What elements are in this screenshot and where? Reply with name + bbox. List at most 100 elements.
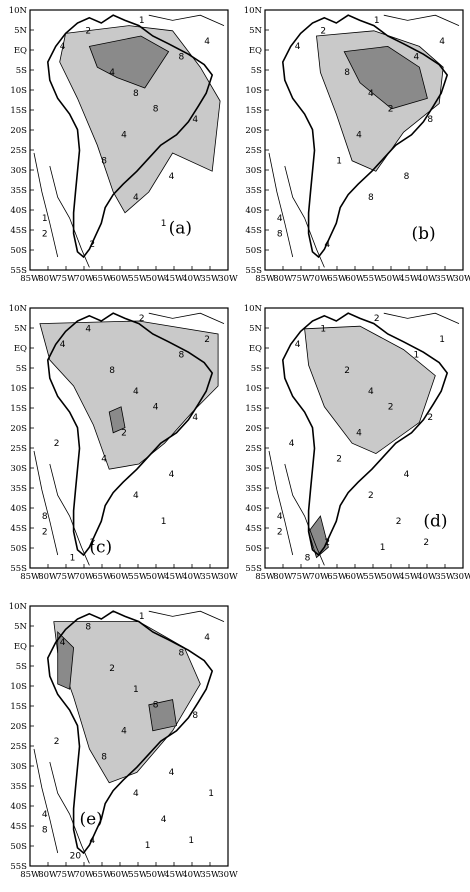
lon-tick-label: 75W <box>56 274 76 284</box>
contour-label: 2 <box>423 538 429 548</box>
contour-label: 4 <box>439 37 445 47</box>
lat-tick-label: 25S <box>245 444 262 454</box>
lon-tick-label: 65W <box>92 572 112 582</box>
contour-label: 8 <box>153 701 159 711</box>
lat-tick-label: 30S <box>245 166 262 176</box>
lat-tick-label: 30S <box>10 762 27 772</box>
shaded-region-dark <box>88 35 170 89</box>
contour-label: 4 <box>153 403 159 413</box>
contour-label: 8 <box>404 172 410 182</box>
lat-tick-label: 25S <box>10 444 27 454</box>
shaded-region-dark <box>108 406 126 434</box>
contour-label: 1 <box>133 685 139 695</box>
lon-tick-label: 80W <box>273 572 293 582</box>
lon-tick-label: 75W <box>56 870 76 880</box>
lon-tick-label: 65W <box>92 274 112 284</box>
contour-label: 2 <box>42 229 48 239</box>
contour-label: 4 <box>133 193 139 203</box>
contour-label: 8 <box>179 351 185 361</box>
contour-label: 8 <box>133 89 139 99</box>
lat-tick-label: 10S <box>10 682 27 692</box>
contour-label: 4 <box>161 815 167 825</box>
coastline <box>281 312 449 557</box>
contour-label: 2 <box>89 240 95 250</box>
lat-tick-label: 35S <box>245 186 262 196</box>
contour-label: 1 <box>374 16 380 26</box>
lon-tick-label: 80W <box>38 572 58 582</box>
lon-tick-label: 85W <box>20 870 40 880</box>
lon-tick-label: 45W <box>164 274 184 284</box>
lat-tick-label: 55S <box>10 564 27 574</box>
contour-label: 2 <box>344 366 350 376</box>
contour-label: 8 <box>368 193 374 203</box>
contour-label: 4 <box>42 810 48 820</box>
lon-tick-label: 55W <box>128 274 148 284</box>
lon-tick-label: 70W <box>74 274 94 284</box>
lon-tick-label: 40W <box>182 572 202 582</box>
lat-tick-label: 15S <box>10 702 27 712</box>
lon-tick-label: 30W <box>218 870 238 880</box>
lat-tick-label: 35S <box>10 186 27 196</box>
lat-tick-label: EQ <box>14 642 27 652</box>
lon-tick-label: 50W <box>381 572 401 582</box>
lon-tick-label: 50W <box>146 274 166 284</box>
contour-label: 4 <box>277 512 283 522</box>
lon-tick-label: 60W <box>110 274 130 284</box>
lon-tick-label: 85W <box>20 572 40 582</box>
lon-tick-label: 55W <box>363 274 383 284</box>
contour-label: 1 <box>380 543 386 553</box>
contour-label: 20 <box>70 851 82 861</box>
lat-tick-label: 10S <box>245 86 262 96</box>
contour-line <box>148 610 225 622</box>
contour-label: 4 <box>60 638 66 648</box>
contour-label: 8 <box>179 53 185 63</box>
contour-label: 1 <box>161 517 167 527</box>
contour-line <box>148 312 225 324</box>
lat-tick-label: 10N <box>244 6 263 16</box>
lat-tick-label: 10S <box>245 384 262 394</box>
contour-label: 2 <box>54 737 60 747</box>
shaded-region-light <box>304 325 436 455</box>
lat-tick-label: 55S <box>245 266 262 276</box>
contour-label: 4 <box>101 455 107 465</box>
lon-tick-label: 55W <box>128 572 148 582</box>
contour-label: 1 <box>145 841 151 851</box>
contour-label: 8 <box>101 753 107 763</box>
contour-label: 2 <box>427 413 433 423</box>
contour-label: 2 <box>139 314 145 324</box>
lat-tick-label: EQ <box>249 344 262 354</box>
panel-letter: (a) <box>169 219 192 239</box>
lat-tick-label: 15S <box>245 106 262 116</box>
lon-tick-label: 35W <box>200 274 220 284</box>
lon-tick-label: 45W <box>399 572 419 582</box>
contour-label: 2 <box>277 527 283 537</box>
map-panel-a: 1 2 4 4 8 8 8 4 4 4 1 2 2 4 8 4 1 (a) 10N 5N EQ 5S 10S 15S 20S 25… <box>0 0 238 298</box>
map-svg-b: 1 2 4 8 4 2 4 8 8 8 4 8 4 4 1 4 (b) 10N 5N EQ 5S 10S 15S 20S 25S… <box>244 6 470 284</box>
lon-tick-label: 70W <box>74 572 94 582</box>
contour-label: 8 <box>101 157 107 167</box>
lat-tick-label: 10N <box>9 602 28 612</box>
lat-tick-label: 50S <box>245 246 262 256</box>
contour-label: 4 <box>295 340 301 350</box>
contour-label: 4 <box>133 491 139 501</box>
contour-line <box>268 450 294 556</box>
lat-tick-label: 40S <box>10 802 27 812</box>
contour-label: 8 <box>277 229 283 239</box>
lon-tick-label: 85W <box>20 274 40 284</box>
lat-tick-label: 5S <box>16 66 27 76</box>
contour-line <box>268 152 294 258</box>
lat-tick-label: 5N <box>249 324 262 334</box>
contour-label: 8 <box>42 512 48 522</box>
contour-line <box>33 450 59 556</box>
lon-tick-label: 40W <box>182 274 202 284</box>
lat-tick-label: 45S <box>245 226 262 236</box>
lon-tick-label: 35W <box>200 870 220 880</box>
contour-label: 8 <box>153 105 159 115</box>
lon-tick-label: 50W <box>146 870 166 880</box>
contour-label: 1 <box>42 214 48 224</box>
lat-tick-label: 25S <box>245 146 262 156</box>
lat-tick-label: 40S <box>10 206 27 216</box>
lon-tick-label: 45W <box>164 870 184 880</box>
lat-tick-label: 5S <box>251 66 262 76</box>
contour-line <box>148 14 225 26</box>
